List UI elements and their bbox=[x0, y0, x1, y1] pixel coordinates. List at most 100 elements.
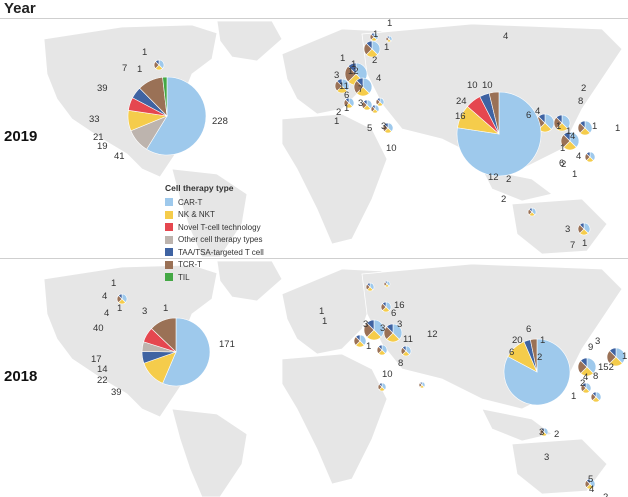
country-pie-6-slice-3[interactable] bbox=[386, 323, 394, 334]
count-label: 2 bbox=[506, 174, 511, 185]
legend-item-car-t[interactable]: CAR-T bbox=[165, 196, 264, 209]
count-label: 5 bbox=[588, 474, 593, 485]
count-label: 7 bbox=[570, 240, 575, 251]
count-label: 3 bbox=[544, 452, 549, 463]
china-pie-slice-0[interactable] bbox=[456, 91, 542, 177]
count-label: 6 bbox=[526, 110, 531, 121]
country-pie-2-slice-3[interactable] bbox=[386, 35, 390, 40]
us-pie-label: 17 bbox=[91, 354, 102, 365]
us-pie-label: 19 bbox=[97, 141, 108, 152]
country-pie-5-slice-3[interactable] bbox=[336, 78, 343, 87]
country-pie-11-slice-0[interactable] bbox=[586, 357, 597, 374]
country-pie-3-slice-3[interactable] bbox=[382, 301, 387, 308]
country-pie-5-slice-3[interactable] bbox=[355, 334, 361, 342]
country-pie-14-slice-3[interactable] bbox=[592, 391, 597, 398]
legend-label: TAA/TSA-targeted T cell bbox=[178, 247, 264, 257]
count-label: 4 bbox=[104, 308, 109, 319]
count-label: 4 bbox=[576, 151, 581, 162]
count-label: 2 bbox=[580, 378, 585, 389]
world-map-2019[interactable]: 228 39 33 21 19 41 7 24 16 10 10 1 1 1 1 1 1 1 12 3 11 6 3 2 1 7 3… bbox=[42, 19, 628, 257]
count-label: 1 bbox=[384, 42, 389, 53]
country-pie-13-slice-3[interactable] bbox=[582, 382, 587, 389]
count-label: 4 bbox=[376, 73, 381, 84]
count-label: 4 bbox=[503, 31, 508, 42]
country-pie-6-slice-0[interactable] bbox=[362, 77, 373, 94]
us-pie-slice-5[interactable] bbox=[150, 317, 177, 353]
count-label: 1 bbox=[366, 341, 371, 352]
country-pie-7-slice-3[interactable] bbox=[378, 344, 383, 351]
country-pie-17-slice-3[interactable] bbox=[528, 207, 533, 213]
country-pie-11-slice-3[interactable] bbox=[384, 122, 389, 129]
legend-item-tcr-t[interactable]: TCR-T bbox=[165, 259, 264, 272]
country-pie-4-slice-3[interactable] bbox=[347, 62, 357, 75]
country-pie-10-slice-3[interactable] bbox=[371, 104, 376, 110]
country-pie-11-slice-3[interactable] bbox=[580, 357, 588, 368]
us-pie-slice-6[interactable] bbox=[162, 76, 168, 117]
country-pie-3-slice-3[interactable] bbox=[365, 40, 373, 50]
country-pie-1-slice-3[interactable] bbox=[370, 32, 375, 38]
count-label: 1 bbox=[373, 29, 378, 40]
legend-item-taa-tsa[interactable]: TAA/TSA-targeted T cell bbox=[165, 246, 264, 259]
country-pie-0-slice-3[interactable] bbox=[155, 59, 160, 66]
country-pie-16-slice-3[interactable] bbox=[586, 151, 591, 158]
count-label: 3 bbox=[358, 98, 363, 109]
country-pie-7-slice-3[interactable] bbox=[345, 97, 350, 104]
country-pie-15-slice-3[interactable] bbox=[540, 427, 545, 433]
count-label: 3 bbox=[334, 70, 339, 81]
country-pie-8-slice-3[interactable] bbox=[363, 99, 368, 106]
legend-item-other[interactable]: Other cell therapy types bbox=[165, 234, 264, 247]
count-label: 1 bbox=[322, 316, 327, 327]
legend-item-nk-nkt[interactable]: NK & NKT bbox=[165, 209, 264, 222]
count-label: 1 bbox=[615, 123, 620, 134]
country-pie-8-slice-3[interactable] bbox=[402, 345, 407, 352]
count-label: 8 bbox=[398, 358, 403, 369]
country-pie-6-slice-0[interactable] bbox=[392, 323, 403, 340]
country-pie-12-slice-3[interactable] bbox=[538, 113, 546, 124]
count-label: 6 bbox=[391, 308, 396, 319]
country-pie-9-slice-3[interactable] bbox=[376, 97, 381, 103]
country-pie-0-slice-3[interactable] bbox=[118, 293, 123, 300]
country-pie-6-slice-3[interactable] bbox=[356, 77, 364, 88]
world-map-2018[interactable]: 171 40 17 14 22 39 20 6 6 4 1 4 1 3 1 1 1 3 1 3 6 16 3 11 12 8 10 1… bbox=[42, 259, 628, 497]
legend-label: TCR-T bbox=[178, 260, 202, 270]
china-pie-label: 10 bbox=[467, 80, 478, 91]
us-pie-slice-0[interactable] bbox=[146, 76, 207, 156]
country-pie-4-slice-0[interactable] bbox=[373, 319, 385, 338]
china-pie-slice-4[interactable] bbox=[488, 91, 500, 135]
legend-item-novel-t-cell[interactable]: Novel T-cell technology bbox=[165, 221, 264, 234]
country-pie-10-slice-3[interactable] bbox=[419, 381, 423, 386]
count-label: 1 bbox=[540, 335, 545, 346]
country-pie-13-slice-3[interactable] bbox=[555, 114, 563, 124]
china-pie-label: 16 bbox=[455, 111, 466, 122]
country-pie-15-slice-3[interactable] bbox=[563, 131, 571, 142]
china-pie-slice-3[interactable] bbox=[529, 338, 538, 373]
country-pie-16-slice-3[interactable] bbox=[586, 478, 591, 485]
country-pie-15-slice-0[interactable] bbox=[569, 131, 580, 148]
country-pie-12-slice-3[interactable] bbox=[609, 347, 617, 358]
count-label: 11 bbox=[403, 334, 413, 345]
country-pie-12-slice-0[interactable] bbox=[615, 347, 626, 364]
count-label: 10 bbox=[386, 143, 397, 154]
us-pie-label: 7 bbox=[122, 63, 127, 74]
greenland-land bbox=[216, 20, 283, 62]
country-pie-14-slice-3[interactable] bbox=[579, 120, 586, 129]
country-pie-1-slice-3[interactable] bbox=[366, 282, 371, 288]
south-america-land bbox=[171, 168, 248, 257]
country-pie-2-slice-3[interactable] bbox=[384, 280, 388, 285]
count-label: 5 bbox=[367, 123, 372, 134]
country-pie-12-slice-0[interactable] bbox=[544, 113, 555, 130]
count-label: 1 bbox=[560, 143, 565, 154]
count-label: 12 bbox=[427, 329, 438, 340]
count-label: 1 bbox=[592, 121, 597, 132]
count-label: 1 bbox=[340, 53, 345, 64]
legend-item-til[interactable]: TIL bbox=[165, 271, 264, 284]
count-label: 2 bbox=[561, 159, 566, 170]
legend-label: CAR-T bbox=[178, 197, 203, 207]
country-pie-18-slice-3[interactable] bbox=[579, 222, 585, 230]
country-pie-9-slice-3[interactable] bbox=[378, 382, 383, 388]
us-pie-label: 39 bbox=[111, 387, 122, 398]
count-label: 4 bbox=[102, 291, 107, 302]
us-pie-slice-0[interactable] bbox=[162, 317, 211, 387]
country-pie-4-slice-3[interactable] bbox=[366, 319, 375, 331]
